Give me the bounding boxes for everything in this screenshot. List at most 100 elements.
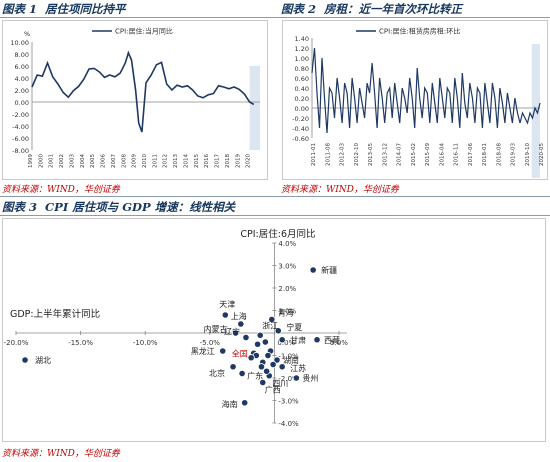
chart-2-x-tick: 2019-10	[525, 143, 531, 166]
chart-2-x-tick: 2012-03	[340, 143, 346, 166]
chart-3-y-tick: -2.0%	[278, 375, 299, 383]
chart-3-point-label: 西藏	[324, 335, 340, 345]
figure-1-caption: 居住项同比持平	[45, 2, 126, 16]
chart-2-y-tick: 0.60	[295, 75, 309, 83]
chart-3-y-tick: 3.0%	[278, 263, 296, 271]
chart-3-point-label: 浙江	[262, 320, 278, 330]
chart-1-line: 10.00 8.00 6.00 4.00 2.00 0.00 -2.00 -4.00 -6.00…	[2, 20, 268, 180]
chart-3-point	[21, 356, 29, 364]
figure-3-rule	[0, 215, 550, 216]
figure-2-title: 图表 2 房租：近一年首次环比转正	[281, 1, 462, 17]
chart-3-point-label: 湖北	[35, 356, 51, 365]
chart-3-point-label: 北京	[209, 368, 225, 378]
chart-2-y-tick: 1.00	[295, 55, 309, 63]
chart-2-x-tick: 2018-08	[496, 143, 502, 166]
chart-2-y-tick: 1.20	[295, 45, 309, 53]
chart-3-point	[232, 329, 240, 337]
figure-3-title: 图表 3 CPI 居住项与 GDP 增速：线性相关	[2, 199, 235, 215]
figure-2-source: 资料来源：WIND，华创证券	[281, 185, 399, 195]
chart-1-y-tick: 8.00	[15, 51, 29, 59]
chart-1-x-tick: 2002	[59, 154, 65, 168]
chart-3-y-tick: 4.0%	[278, 240, 296, 248]
chart-3-point	[256, 331, 264, 339]
chart-3-point-label: 全国	[232, 348, 248, 358]
chart-2-x-tick: 2013-05	[368, 143, 374, 166]
chart-3-point	[254, 340, 262, 348]
chart-2-x-tick: 2014-07	[397, 143, 403, 166]
chart-1-y-tick: 10.00	[10, 39, 29, 47]
chart-3-point-label: 海南	[222, 399, 238, 409]
figure-3-caption: CPI 居住项与 GDP 增速：线性相关	[45, 200, 236, 214]
chart-3-point-label: 上海	[231, 311, 247, 321]
chart-3-y-tick: -1.0%	[278, 353, 299, 361]
chart-3-point	[274, 327, 282, 335]
chart-1-x-tick: 2011	[152, 154, 158, 168]
chart-1-y-tick: 0.00	[15, 99, 29, 107]
chart-1-x-tick: 2018	[225, 154, 231, 168]
chart-3-point-label: 新疆	[321, 265, 337, 275]
chart-1-y-tick: -8.00	[12, 147, 29, 155]
chart-2-x-tick: 2013-12	[382, 143, 388, 166]
chart-3-point-label: 四川	[272, 379, 288, 388]
chart-1-x-tick: 2020	[246, 154, 252, 168]
chart-3-scatter: 4.0% 3.0% 2.0% 1.0% -1.0% -2.0% -3.0% -4.0% -20.…	[2, 218, 546, 442]
figure-2-label: 图表 2	[281, 2, 317, 16]
chart-1-x-tick: 2013	[173, 154, 179, 168]
chart-3-x-tick: -20.0%	[4, 339, 29, 347]
chart-3-x-tick: 5.0%	[330, 339, 348, 347]
chart-1-x-tick: 2009	[132, 154, 138, 168]
chart-3-point	[221, 311, 229, 319]
chart-1-x-tick: 2004	[80, 154, 86, 168]
chart-3-y-tick: 1.0%	[278, 308, 296, 316]
figure-1-label: 图表 1	[2, 2, 38, 16]
chart-3-x-tick: 0.0%	[277, 339, 295, 347]
chart-2-y-tick: -0.20	[292, 115, 309, 123]
chart-3-point	[261, 338, 269, 346]
chart-1-y-tick: 4.00	[15, 75, 29, 83]
chart-3-point-label: 天津	[219, 299, 235, 309]
chart-1-x-tick: 2005	[90, 154, 96, 168]
chart-1-y-tick: -4.00	[12, 123, 29, 131]
chart-3-point-label: 广东	[247, 371, 263, 381]
chart-3-point	[259, 378, 267, 387]
chart-1-y-tick: -6.00	[12, 135, 29, 143]
chart-2-x-tick: 2016-04	[439, 143, 445, 166]
chart-3-point-label: 内蒙古	[204, 324, 228, 334]
chart-2-legend-label: CPI:居住:租赁房房租:环比	[379, 27, 460, 36]
chart-3-x-tick: -10.0%	[133, 339, 158, 347]
chart-3-point-label: 青海	[278, 308, 294, 318]
chart-1-y-tick: 2.00	[15, 87, 29, 95]
chart-3-x-label: GDP:上半年累计同比	[10, 308, 100, 320]
middle-rule	[0, 196, 550, 197]
chart-1-y-tick: 6.00	[15, 63, 29, 71]
chart-3-point	[268, 315, 276, 324]
chart-3-point-label: 辽宁	[224, 327, 240, 337]
chart-1-x-tick: 2012	[163, 154, 169, 168]
chart-1-legend-label: CPI:居住:当月同比	[115, 27, 173, 36]
chart-3-point	[229, 363, 237, 371]
chart-3-point-label: 广西	[265, 385, 281, 395]
chart-2-y-tick: 0.20	[295, 95, 309, 103]
chart-3-point	[309, 266, 317, 274]
chart-2-y-tick: -0.40	[292, 125, 309, 133]
chart-2-y-tick: 0.80	[295, 65, 309, 73]
chart-1-x-tick: 2008	[121, 154, 127, 168]
chart-1-x-tick: 1999	[28, 154, 34, 168]
chart-3-point-label: 甘肃	[290, 335, 306, 345]
chart-1-frame	[2, 20, 268, 180]
chart-3-point-label: 江苏	[290, 363, 306, 373]
chart-3-point	[238, 369, 246, 378]
chart-1-x-tick: 2006	[101, 154, 107, 168]
chart-2-x-tick: 2019-03	[511, 143, 517, 166]
chart-3-point-label: 贵州	[302, 373, 318, 383]
figure-3-source: 资料来源：WIND，华创证券	[2, 449, 120, 459]
chart-3-x-tick: -5.0%	[200, 339, 221, 347]
chart-1-x-tick: 2019	[235, 154, 241, 168]
chart-2-x-tick: 2017-06	[468, 143, 474, 166]
chart-3-point	[264, 351, 272, 360]
figure-1-source: 资料来源：WIND，华创证券	[2, 185, 120, 195]
chart-1-x-tick: 2014	[183, 154, 189, 168]
figure-1-title: 图表 1 居住项同比持平	[2, 1, 126, 17]
chart-3-y-tick: 2.0%	[278, 285, 296, 293]
chart-2-x-tick: 2012-10	[354, 143, 360, 166]
